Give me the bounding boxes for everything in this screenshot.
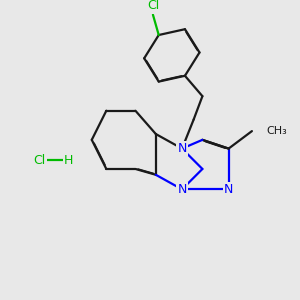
Text: N: N <box>177 142 187 155</box>
Text: CH₃: CH₃ <box>266 126 287 136</box>
Text: Cl: Cl <box>33 154 46 167</box>
Text: N: N <box>177 183 187 196</box>
Text: N: N <box>224 183 233 196</box>
Text: Cl: Cl <box>147 0 159 12</box>
Text: H: H <box>64 154 73 167</box>
